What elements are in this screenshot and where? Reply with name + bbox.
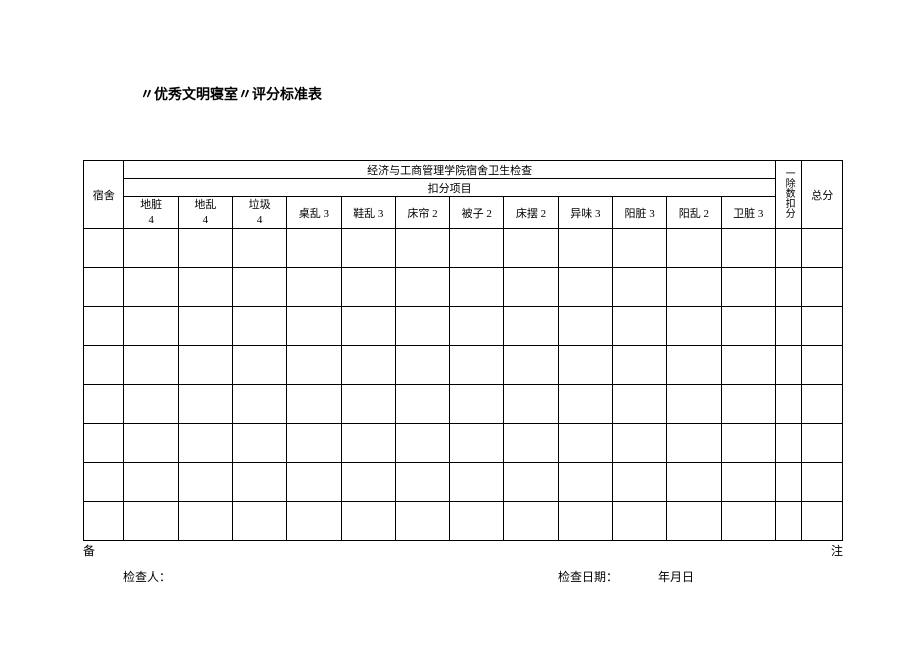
scoring-table-container: 宿舍 经济与工商管理学院宿舍卫生检查 一除数扣分 总分 扣分项目 地脏4 地乱4…: [83, 160, 843, 541]
table-row: [84, 307, 843, 346]
table-row: [84, 424, 843, 463]
table-row: [84, 346, 843, 385]
header-row-1: 宿舍 经济与工商管理学院宿舍卫生检查 一除数扣分 总分: [84, 161, 843, 179]
header-row-3: 地脏4 地乱4 垃圾4 桌乱 3 鞋乱 3 床帘 2 被子 2 床摆 2 异味 …: [84, 197, 843, 229]
col-item-5: 床帘 2: [395, 197, 449, 229]
col-item-4: 鞋乱 3: [341, 197, 395, 229]
col-total: 总分: [802, 161, 843, 229]
inspector-label: 检查人：: [123, 568, 171, 585]
col-item-7: 床摆 2: [504, 197, 558, 229]
page-title: 〃优秀文明寝室〃评分标准表: [140, 84, 322, 104]
footer-notes: 备 注: [83, 542, 843, 559]
col-item-6: 被子 2: [450, 197, 504, 229]
table-row: [84, 385, 843, 424]
col-item-8: 异味 3: [558, 197, 612, 229]
header-row-2: 扣分项目: [84, 179, 843, 197]
header-sub: 扣分项目: [124, 179, 775, 197]
note-left: 备: [83, 542, 95, 559]
date-value: 年月日: [658, 568, 694, 585]
col-item-10: 阳乱 2: [667, 197, 721, 229]
col-item-3: 桌乱 3: [287, 197, 341, 229]
col-item-1: 地乱4: [178, 197, 232, 229]
table-row: [84, 502, 843, 541]
table-row: [84, 268, 843, 307]
col-item-11: 卫脏 3: [721, 197, 775, 229]
table-row: [84, 463, 843, 502]
col-item-2: 垃圾4: [233, 197, 287, 229]
col-dorm: 宿舍: [84, 161, 124, 229]
scoring-table: 宿舍 经济与工商管理学院宿舍卫生检查 一除数扣分 总分 扣分项目 地脏4 地乱4…: [83, 160, 843, 541]
header-main: 经济与工商管理学院宿舍卫生检查: [124, 161, 775, 179]
col-deduction: 一除数扣分: [775, 161, 802, 229]
note-right: 注: [831, 542, 843, 559]
table-row: [84, 229, 843, 268]
date-label: 检查日期：: [558, 568, 618, 585]
col-item-0: 地脏4: [124, 197, 178, 229]
col-item-9: 阳脏 3: [612, 197, 666, 229]
